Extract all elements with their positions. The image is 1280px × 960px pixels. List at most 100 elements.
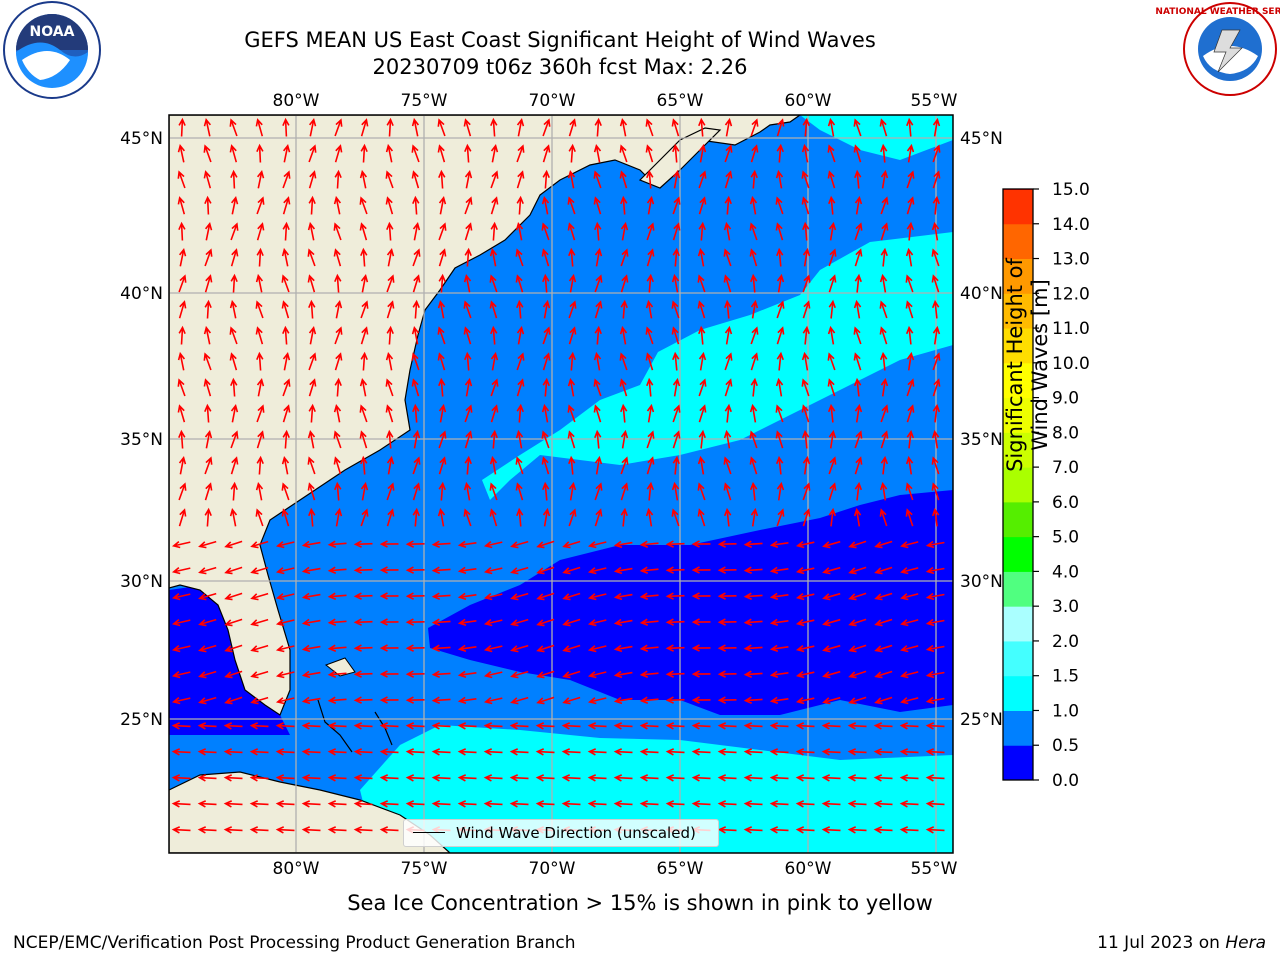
lon-label-top-80w: 80°W [273,91,320,111]
wind-wave-arrow [405,670,425,678]
wind-wave-arrow [854,273,862,293]
wind-wave-arrow [874,644,893,653]
wind-wave-arrow [645,507,654,527]
wind-wave-arrow [931,507,940,527]
wind-wave-arrow [301,722,321,730]
wind-wave-arrow [639,618,659,626]
wind-wave-arrow [698,221,706,241]
wind-wave-arrow [562,540,581,549]
colorbar-bin [1003,571,1033,607]
wind-wave-arrow [510,670,529,679]
wind-wave-arrow [620,299,628,319]
wind-wave-arrow [568,455,576,475]
wind-wave-arrow [457,592,477,601]
wind-wave-arrow [801,351,810,371]
colorbar-tick-label: 4.0 [1052,562,1079,582]
colorbar-bin [1003,467,1033,503]
wind-wave-arrow [802,247,811,267]
wind-wave-arrow [932,117,941,137]
wind-wave-arrow [932,325,941,345]
wind-wave-arrow [691,644,711,652]
wind-wave-arrow [691,800,711,808]
wind-wave-arrow [334,481,342,501]
wind-wave-arrow [464,247,472,267]
wind-wave-arrow [931,456,940,475]
wind-wave-arrow [301,696,321,705]
wind-wave-arrow [360,455,368,475]
map-subtitle: 20230709 t06z 360h fcst Max: 2.26 [372,55,748,79]
wind-wave-arrow [828,274,837,293]
wind-wave-arrow [672,196,681,215]
map-legend: Wind Wave Direction (unscaled) [403,819,719,847]
lat-label-right-35n: 35°N [960,430,1003,450]
colorbar-ticks: 15.0 14.0 13.0 12.0 11.0 10.0 9.0 8.0 7.0 6.0 5.0 4… [1033,180,1090,791]
wind-wave-arrow [171,540,191,549]
wind-wave-arrow [613,670,633,679]
colorbar-tick-label: 9.0 [1052,389,1079,409]
wind-wave-arrow [671,508,680,527]
wind-wave-arrow [405,800,425,808]
wind-wave-arrow [905,274,914,293]
wind-wave-arrow [516,378,525,397]
wind-wave-arrow [873,774,893,782]
wind-wave-arrow [750,273,758,293]
wind-wave-arrow [464,169,473,189]
wind-wave-arrow [483,774,503,782]
wind-wave-arrow [536,566,555,575]
wind-wave-arrow [197,774,217,782]
wind-wave-arrow [386,455,395,475]
wind-wave-arrow [848,644,867,653]
wind-wave-arrow [379,774,399,782]
wind-wave-arrow [567,377,576,397]
wind-wave-arrow [587,619,607,627]
wind-wave-arrow [587,671,607,679]
wind-wave-arrow [619,325,628,345]
wind-wave-arrow [515,429,524,449]
wind-wave-arrow [255,481,264,501]
wind-wave-arrow [224,670,243,679]
wind-wave-arrow [250,566,269,575]
wind-wave-arrow [879,481,888,501]
wind-wave-arrow [613,722,633,730]
wind-wave-arrow [906,378,915,397]
wind-wave-arrow [645,144,654,163]
wind-wave-arrow [567,169,576,189]
wind-wave-arrow [490,378,499,397]
wind-wave-arrow [204,456,213,475]
lon-label-bottom-65w: 65°W [657,859,704,879]
wind-wave-arrow [880,143,888,163]
wind-wave-arrow [691,540,711,548]
wind-wave-arrow [691,748,711,756]
wind-wave-arrow [198,618,217,627]
wind-wave-arrow [379,800,399,808]
wind-wave-arrow [743,800,763,808]
wind-wave-arrow [178,300,187,319]
wind-wave-arrow [828,456,837,475]
wind-wave-arrow [822,696,841,705]
wind-wave-arrow [646,403,655,423]
wind-wave-arrow [431,722,451,730]
wind-wave-arrow [561,800,581,808]
wind-wave-arrow [769,800,789,808]
wind-wave-arrow [542,377,550,397]
wind-wave-arrow [827,352,836,371]
lat-label-left-40n: 40°N [120,284,163,304]
wind-wave-arrow [483,644,503,653]
lat-label-left-45n: 45°N [120,129,163,149]
wind-wave-arrow [489,455,498,475]
wind-wave-arrow [906,170,915,189]
wind-wave-arrow [405,696,425,704]
wind-wave-arrow [230,248,239,267]
wind-wave-arrow [620,482,629,501]
wind-wave-arrow [698,143,707,163]
wind-wave-arrow [437,118,446,137]
wind-wave-arrow [483,592,503,601]
wind-wave-arrow [613,618,633,627]
wind-wave-arrow [932,403,941,423]
wind-wave-arrow [308,325,317,345]
wind-wave-arrow [723,482,732,501]
wind-wave-arrow [431,774,451,782]
wind-wave-arrow [463,273,472,293]
colorbar-tick-label: 10.0 [1052,354,1090,374]
wind-wave-arrow [801,170,810,189]
